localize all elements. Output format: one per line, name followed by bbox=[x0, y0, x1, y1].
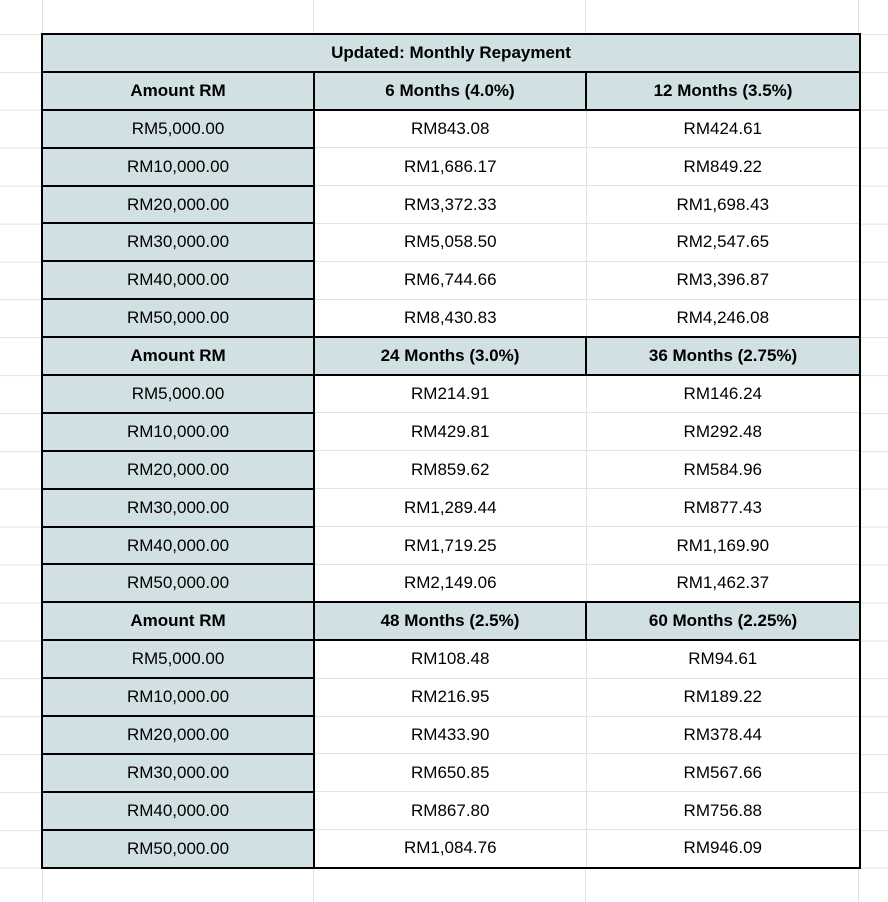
section1-amount-header-cell[interactable]: Amount RM bbox=[41, 70, 315, 111]
table-row: RM40,000.00 RM6,744.66 RM3,396.87 bbox=[41, 260, 862, 301]
amount-cell[interactable]: RM5,000.00 bbox=[41, 108, 315, 149]
section2-term2-header-cell[interactable]: 36 Months (2.75%) bbox=[584, 336, 862, 377]
table-row: RM10,000.00 RM216.95 RM189.22 bbox=[41, 677, 862, 718]
amount-cell[interactable]: RM30,000.00 bbox=[41, 222, 315, 263]
section1-term2-header-cell[interactable]: 12 Months (3.5%) bbox=[584, 70, 862, 111]
value-cell[interactable]: RM6,744.66 bbox=[313, 260, 587, 300]
value-cell[interactable]: RM1,462.37 bbox=[585, 563, 862, 603]
amount-cell[interactable]: RM50,000.00 bbox=[41, 563, 315, 604]
amount-cell[interactable]: RM10,000.00 bbox=[41, 677, 315, 718]
value-cell[interactable]: RM1,084.76 bbox=[313, 829, 587, 869]
value-cell[interactable]: RM108.48 bbox=[313, 639, 587, 679]
table-row: RM30,000.00 RM650.85 RM567.66 bbox=[41, 752, 862, 793]
value-cell[interactable]: RM567.66 bbox=[585, 753, 862, 793]
table-row: RM50,000.00 RM1,084.76 RM946.09 bbox=[41, 828, 862, 869]
value-cell[interactable]: RM189.22 bbox=[585, 677, 862, 717]
value-cell[interactable]: RM1,169.90 bbox=[585, 526, 862, 565]
value-cell[interactable]: RM3,396.87 bbox=[585, 260, 862, 300]
title-row: Updated: Monthly Repayment bbox=[40, 33, 862, 73]
value-cell[interactable]: RM146.24 bbox=[585, 374, 862, 414]
amount-cell[interactable]: RM10,000.00 bbox=[41, 146, 315, 187]
table-row: RM50,000.00 RM8,430.83 RM4,246.08 bbox=[41, 298, 862, 339]
amount-cell[interactable]: RM5,000.00 bbox=[41, 374, 315, 414]
amount-cell[interactable]: RM20,000.00 bbox=[41, 184, 315, 225]
table-row: RM50,000.00 RM2,149.06 RM1,462.37 bbox=[41, 563, 862, 604]
value-cell[interactable]: RM1,686.17 bbox=[313, 147, 587, 187]
value-cell[interactable]: RM424.61 bbox=[585, 109, 862, 149]
value-cell[interactable]: RM429.81 bbox=[313, 412, 587, 452]
section3-header-row: Amount RM 48 Months (2.5%) 60 Months (2.… bbox=[41, 601, 862, 642]
value-cell[interactable]: RM859.62 bbox=[313, 450, 587, 490]
amount-cell[interactable]: RM20,000.00 bbox=[41, 449, 315, 490]
amount-cell[interactable]: RM40,000.00 bbox=[41, 525, 315, 566]
value-cell[interactable]: RM214.91 bbox=[313, 374, 587, 414]
value-cell[interactable]: RM1,719.25 bbox=[313, 526, 587, 565]
section3-term2-header-cell[interactable]: 60 Months (2.25%) bbox=[584, 601, 862, 642]
amount-cell[interactable]: RM50,000.00 bbox=[41, 298, 315, 339]
amount-cell[interactable]: RM10,000.00 bbox=[41, 411, 315, 452]
table-row: RM20,000.00 RM433.90 RM378.44 bbox=[41, 715, 862, 755]
value-cell[interactable]: RM8,430.83 bbox=[313, 298, 587, 338]
amount-cell[interactable]: RM40,000.00 bbox=[41, 790, 315, 831]
value-cell[interactable]: RM4,246.08 bbox=[585, 298, 862, 338]
value-cell[interactable]: RM849.22 bbox=[585, 147, 862, 187]
table-row: RM5,000.00 RM214.91 RM146.24 bbox=[41, 374, 862, 414]
section1-term1-header-cell[interactable]: 6 Months (4.0%) bbox=[313, 70, 587, 111]
table-title-cell[interactable]: Updated: Monthly Repayment bbox=[40, 33, 862, 73]
value-cell[interactable]: RM292.48 bbox=[585, 412, 862, 452]
value-cell[interactable]: RM433.90 bbox=[313, 715, 587, 755]
repayment-table: Updated: Monthly Repayment Amount RM 6 M… bbox=[40, 33, 862, 869]
amount-cell[interactable]: RM5,000.00 bbox=[41, 639, 315, 680]
table-row: RM10,000.00 RM1,686.17 RM849.22 bbox=[41, 146, 862, 187]
section2-amount-header-cell[interactable]: Amount RM bbox=[41, 336, 315, 377]
value-cell[interactable]: RM650.85 bbox=[313, 753, 587, 793]
value-cell[interactable]: RM2,149.06 bbox=[313, 563, 587, 603]
amount-cell[interactable]: RM20,000.00 bbox=[41, 715, 315, 755]
value-cell[interactable]: RM1,289.44 bbox=[313, 488, 587, 528]
section3-amount-header-cell[interactable]: Amount RM bbox=[41, 601, 315, 642]
value-cell[interactable]: RM584.96 bbox=[585, 450, 862, 490]
section3-term1-header-cell[interactable]: 48 Months (2.5%) bbox=[313, 601, 587, 642]
value-cell[interactable]: RM3,372.33 bbox=[313, 185, 587, 224]
value-cell[interactable]: RM877.43 bbox=[585, 488, 862, 528]
table-row: RM40,000.00 RM1,719.25 RM1,169.90 bbox=[41, 525, 862, 566]
value-cell[interactable]: RM946.09 bbox=[585, 829, 862, 869]
section2-header-row: Amount RM 24 Months (3.0%) 36 Months (2.… bbox=[41, 336, 862, 377]
value-cell[interactable]: RM1,698.43 bbox=[585, 185, 862, 224]
value-cell[interactable]: RM5,058.50 bbox=[313, 222, 587, 262]
table-row: RM5,000.00 RM108.48 RM94.61 bbox=[41, 639, 862, 680]
table-row: RM30,000.00 RM5,058.50 RM2,547.65 bbox=[41, 222, 862, 263]
value-cell[interactable]: RM2,547.65 bbox=[585, 222, 862, 262]
section2-term1-header-cell[interactable]: 24 Months (3.0%) bbox=[313, 336, 587, 377]
table-row: RM20,000.00 RM3,372.33 RM1,698.43 bbox=[41, 184, 862, 225]
value-cell[interactable]: RM756.88 bbox=[585, 791, 862, 831]
value-cell[interactable]: RM216.95 bbox=[313, 677, 587, 717]
value-cell[interactable]: RM378.44 bbox=[585, 715, 862, 755]
value-cell[interactable]: RM843.08 bbox=[313, 109, 587, 149]
value-cell[interactable]: RM94.61 bbox=[585, 639, 862, 679]
amount-cell[interactable]: RM50,000.00 bbox=[41, 828, 315, 869]
table-row: RM20,000.00 RM859.62 RM584.96 bbox=[41, 449, 862, 490]
value-cell[interactable]: RM867.80 bbox=[313, 791, 587, 831]
amount-cell[interactable]: RM40,000.00 bbox=[41, 260, 315, 301]
table-row: RM5,000.00 RM843.08 RM424.61 bbox=[41, 108, 862, 149]
table-row: RM30,000.00 RM1,289.44 RM877.43 bbox=[41, 487, 862, 528]
amount-cell[interactable]: RM30,000.00 bbox=[41, 487, 315, 528]
table-row: RM40,000.00 RM867.80 RM756.88 bbox=[41, 790, 862, 831]
table-row: RM10,000.00 RM429.81 RM292.48 bbox=[41, 411, 862, 452]
section1-header-row: Amount RM 6 Months (4.0%) 12 Months (3.5… bbox=[41, 70, 862, 111]
amount-cell[interactable]: RM30,000.00 bbox=[41, 752, 315, 793]
